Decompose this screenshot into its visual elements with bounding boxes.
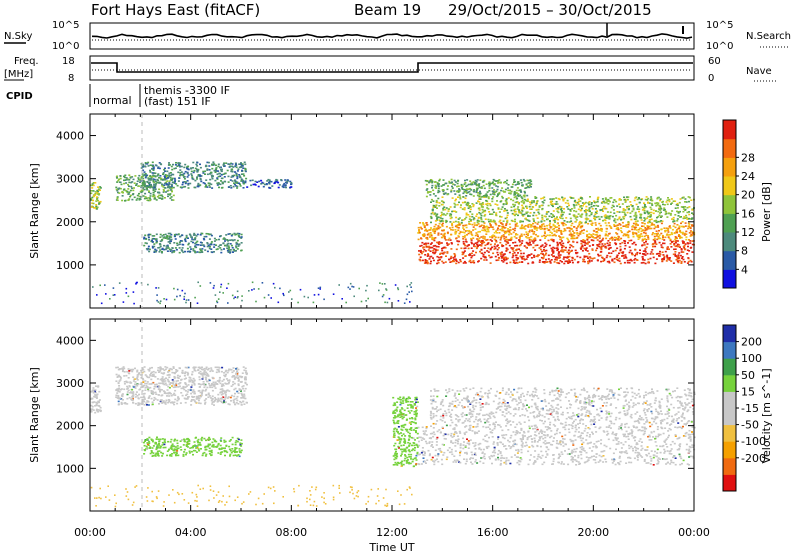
ground-scatter	[92, 281, 413, 305]
figure-title: Fort Hays East (fitACF)	[91, 1, 260, 19]
xtick-label: 08:00	[275, 526, 307, 539]
nave-tick-bottom: 0	[708, 73, 714, 84]
colorbar-cell	[723, 424, 736, 442]
velocity-panel: 1000 2000 3000 4000 Slant Range [km] 200 100…	[28, 318, 773, 554]
colorbar-tick-label: 4	[741, 263, 748, 276]
cpid-mode-themis-1: themis -3300 IF	[144, 84, 230, 97]
noise-tick-top: 10^5	[52, 20, 79, 31]
colorbar-tick-label: 12	[741, 226, 755, 239]
xtick-label: 20:00	[577, 526, 609, 539]
nave-label: Nave	[746, 66, 772, 77]
colorbar-tick-label: -15	[741, 402, 759, 415]
noise-search-label: N.Search	[746, 31, 791, 42]
ytick-label: 1000	[56, 259, 84, 272]
colorbar-tick-label: 28	[741, 151, 755, 164]
ground-scatter	[90, 484, 413, 508]
colorbar-tick-label: 8	[741, 245, 748, 258]
colorbar-cell	[723, 474, 736, 492]
power-ylabel: Slant Range [km]	[28, 163, 41, 259]
ytick-label: 1000	[56, 462, 84, 475]
echo-region	[429, 195, 695, 224]
echo-region	[140, 161, 248, 189]
colorbar-tick-label: 16	[741, 207, 755, 220]
noise-panel: N.Sky 10^5 10^0 10^5 10^0 N.Search	[4, 20, 791, 52]
colorbar-cell	[723, 457, 736, 475]
colorbar-cell	[723, 341, 736, 359]
velocity-ylabel: Slant Range [km]	[28, 367, 41, 463]
colorbar-cell	[723, 441, 736, 459]
colorbar-tick-label: 100	[741, 352, 762, 365]
echo-region	[392, 396, 419, 468]
colorbar-tick-label: -50	[741, 419, 759, 432]
echo-region	[418, 239, 695, 265]
power-colorbar-label: Power [dB]	[760, 182, 773, 242]
echo-region	[417, 425, 696, 466]
ytick-label: 4000	[56, 334, 84, 347]
echo-region	[417, 221, 696, 241]
colorbar-tick-label: 50	[741, 369, 755, 382]
colorbar-tick-label: -100	[741, 435, 766, 448]
noise-right-tick-top: 10^5	[706, 20, 733, 31]
frequency-trace	[91, 62, 693, 73]
colorbar-cell	[723, 374, 736, 392]
colorbar-cell	[723, 325, 736, 343]
colorbar-cell	[723, 157, 736, 177]
colorbar-tick-label: 200	[741, 336, 762, 349]
colorbar-cell	[723, 358, 736, 376]
colorbar-cell	[723, 391, 736, 409]
ytick-label: 2000	[56, 420, 84, 433]
ytick-label: 4000	[56, 130, 84, 143]
nave-tick-top: 60	[708, 56, 721, 67]
echo-region	[429, 387, 696, 428]
noise-sky-trace	[91, 33, 693, 40]
cpid-label: CPID	[6, 91, 33, 102]
freq-label-line1: Freq.	[14, 56, 39, 67]
colorbar-cell	[723, 176, 736, 196]
date-range: 29/Oct/2015 – 30/Oct/2015	[448, 1, 652, 19]
xtick-label: 16:00	[477, 526, 509, 539]
ytick-label: 2000	[56, 216, 84, 229]
colorbar-tick-label: 15	[741, 385, 755, 398]
time-xlabel: Time UT	[368, 541, 414, 554]
colorbar-tick-label: 24	[741, 170, 755, 183]
noise-right-tick-bottom: 10^0	[706, 41, 733, 52]
colorbar-tick-label: 20	[741, 189, 755, 202]
colorbar-cell	[723, 138, 736, 158]
ytick-label: 3000	[56, 173, 84, 186]
freq-tick-bottom: 8	[68, 73, 74, 84]
echo-region	[90, 385, 102, 414]
cpid-panel: CPID normal themis -3300 IF (fast) 151 I…	[6, 84, 230, 108]
echo-region	[424, 178, 533, 198]
echo-region	[143, 232, 243, 254]
colorbar-tick-label: -200	[741, 452, 766, 465]
colorbar-cell	[723, 194, 736, 214]
cpid-mode-themis-2: (fast) 151 IF	[144, 95, 211, 108]
colorbar-cell	[723, 408, 736, 426]
colorbar-cell	[723, 250, 736, 270]
colorbar-cell	[723, 269, 736, 289]
freq-label-line2: [MHz]	[4, 69, 33, 80]
echo-region	[246, 178, 293, 189]
xtick-label: 00:00	[74, 526, 106, 539]
echo-region	[142, 436, 243, 458]
power-panel: 1000 2000 3000 4000 Slant Range [km] 4 8 12 16…	[28, 113, 773, 309]
xtick-label: 12:00	[376, 526, 408, 539]
frequency-panel: Freq. [MHz] 18 8 60 0 Nave	[4, 55, 778, 84]
echo-region	[90, 182, 102, 210]
velocity-colorbar-label: Velocity [m s^-1]	[760, 368, 773, 463]
noise-sky-label: N.Sky	[4, 31, 32, 42]
freq-tick-top: 18	[62, 56, 75, 67]
xtick-label: 00:00	[678, 526, 710, 539]
colorbar-cell	[723, 232, 736, 252]
xtick-label: 04:00	[175, 526, 207, 539]
echo-region	[115, 366, 248, 406]
colorbar-cell	[723, 213, 736, 233]
beam-label: Beam 19	[354, 1, 421, 19]
noise-tick-bottom: 10^0	[52, 41, 79, 52]
colorbar-cell	[723, 120, 736, 140]
cpid-mode-normal: normal	[93, 94, 132, 107]
ytick-label: 3000	[56, 377, 84, 390]
